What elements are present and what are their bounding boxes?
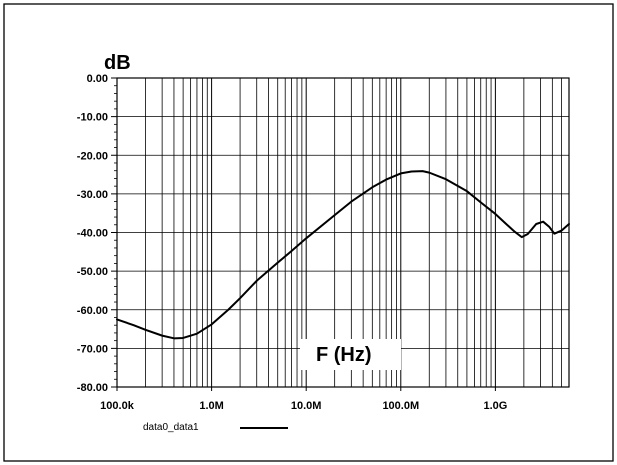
- legend-label: data0_data1: [143, 422, 199, 433]
- y-tick-label: 0.00: [87, 73, 108, 85]
- x-tick-label: 1.0G: [483, 400, 507, 412]
- x-axis-title-text: F (Hz): [316, 344, 372, 366]
- x-tick-label: 100.0M: [382, 400, 419, 412]
- series-line-data0_data1: [116, 170, 570, 340]
- y-tick-label: -10.00: [77, 112, 108, 124]
- x-tick-label: 10.0M: [291, 400, 322, 412]
- y-axis: 0.00 -10.00 -20.00 -30.00 -40.00 -50.00 -60.00…: [77, 73, 117, 394]
- x-axis: 100.0k 1.0M 10.0M 100.0M 1.0G: [100, 387, 507, 412]
- x-tick-label: 100.0k: [100, 400, 135, 412]
- y-tick-label: -60.00: [77, 305, 108, 317]
- y-tick-label: -30.00: [77, 189, 108, 201]
- x-axis-title: F (Hz): [300, 339, 401, 370]
- y-tick-label: -70.00: [77, 343, 108, 355]
- y-tick-label: -20.00: [77, 150, 108, 162]
- y-tick-label: -40.00: [77, 228, 108, 240]
- x-tick-label: 1.0M: [199, 400, 223, 412]
- x-axis-title-background: [300, 339, 401, 370]
- y-tick-label: -80.00: [77, 382, 108, 394]
- y-axis-title: dB: [104, 52, 131, 74]
- y-tick-label: -50.00: [77, 266, 108, 278]
- legend: data0_data1: [143, 422, 288, 433]
